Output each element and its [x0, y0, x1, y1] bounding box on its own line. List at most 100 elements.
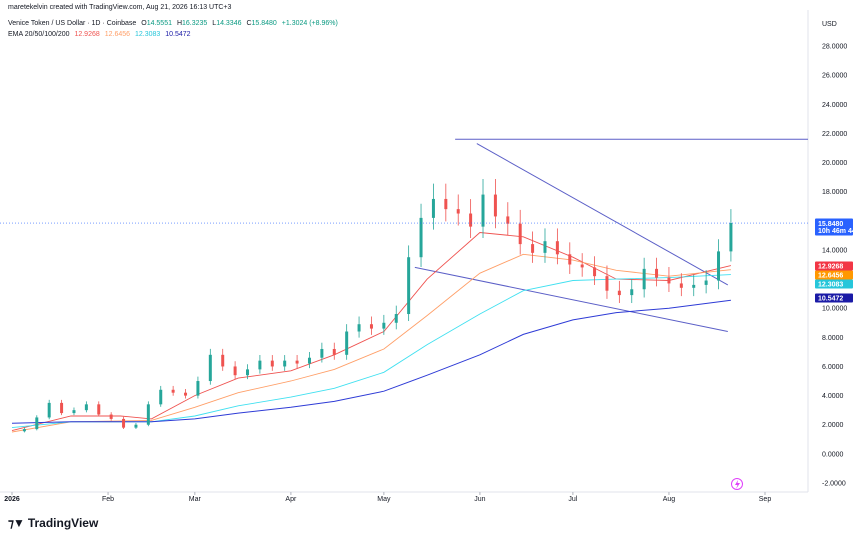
ohlc-close-label: C: [246, 20, 252, 27]
price-tag: [815, 293, 853, 303]
candle-body: [84, 404, 88, 411]
candle-body: [307, 357, 311, 364]
ema-line-ema200: [11, 299, 731, 424]
ohlc-high: 16.3235: [182, 20, 208, 27]
y-tick-label: 18.0000: [822, 189, 847, 196]
candle-body: [184, 392, 188, 396]
candle-body: [717, 251, 721, 281]
ema20-value: 12.9268: [74, 31, 100, 38]
symbol-name: Venice Token / US Dollar · 1D · Coinbase: [8, 20, 137, 27]
candle-body: [729, 223, 733, 252]
price-tag: [815, 270, 853, 280]
candle-body: [704, 280, 708, 285]
ohlc-open: 14.5551: [146, 20, 172, 27]
ohlc-high-label: H: [176, 20, 183, 27]
candle-body: [431, 198, 435, 218]
candle-body: [630, 289, 634, 296]
ema-legend: EMA 20/50/100/200 12.9268 12.6456 12.308…: [8, 30, 194, 39]
lightning-icon[interactable]: [731, 478, 743, 490]
x-tick-label: Apr: [285, 496, 297, 503]
y-tick-label: 22.0000: [822, 131, 847, 138]
candle-body: [555, 241, 559, 255]
candle-body: [469, 213, 473, 227]
candle-body: [605, 276, 609, 291]
candle-body: [642, 268, 646, 290]
drawing-tools[interactable]: [414, 138, 808, 332]
x-tick-label: Jun: [474, 496, 485, 503]
candle-body: [419, 217, 423, 258]
candle-body: [345, 331, 349, 355]
candle-body: [493, 194, 497, 217]
ohlc-change: +1.3024 (+8.96%): [281, 20, 338, 27]
candle-body: [444, 198, 448, 210]
candle-body: [134, 424, 138, 428]
candle-body: [258, 360, 262, 370]
currency-label: USD: [822, 21, 837, 28]
y-tick-label: 4.0000: [822, 393, 844, 400]
price-tag-label: 12.3083: [818, 282, 843, 289]
x-tick-label: Aug: [663, 496, 676, 503]
x-tick-label: 2026: [4, 496, 20, 503]
y-tick-label: 0.0000: [822, 451, 844, 458]
price-tag: [815, 261, 853, 271]
y-tick-label: 10.0000: [822, 306, 847, 313]
candle-body: [233, 366, 237, 376]
trendline[interactable]: [414, 266, 728, 332]
candle-body: [332, 348, 336, 355]
x-tick-label: Sep: [759, 496, 772, 503]
x-tick-label: Jul: [568, 496, 577, 503]
price-tag-label: 10.5472: [818, 296, 843, 303]
trendline[interactable]: [476, 143, 729, 286]
ohlc-open-label: O: [141, 20, 147, 27]
ema-label: EMA 20/50/100/200: [8, 31, 70, 38]
ohlc-close: 15.8480: [251, 20, 277, 27]
ema-line-ema100: [11, 274, 731, 429]
x-axis-ticks: 2026 Feb Mar Apr May Jun Jul Aug Sep: [4, 492, 771, 503]
candles: [0, 179, 808, 433]
price-tag-countdown: 10h 46m 44s: [818, 228, 860, 235]
author-line: maretekelvin created with TradingView.co…: [8, 4, 232, 11]
candle-body: [543, 241, 547, 253]
candle-body: [35, 417, 39, 430]
candle-body: [506, 216, 510, 224]
candle-body: [382, 322, 386, 329]
candle-body: [593, 267, 597, 277]
candle-body: [568, 254, 572, 265]
candle-body: [171, 389, 175, 393]
x-tick-label: May: [377, 496, 391, 503]
price-tag: [815, 218, 853, 236]
candle-body: [692, 284, 696, 288]
candle-body: [283, 360, 287, 367]
candle-body: [481, 194, 485, 227]
price-tag-label: 15.8480: [818, 221, 843, 228]
candle-body: [369, 324, 373, 329]
ema50-value: 12.6456: [104, 31, 131, 38]
y-tick-label: 24.0000: [822, 102, 847, 109]
price-tag-label: 12.9268: [818, 264, 843, 271]
candle-body: [655, 268, 659, 278]
y-tick-label: 26.0000: [822, 73, 847, 80]
candle-body: [47, 402, 51, 418]
candle-body: [679, 283, 683, 288]
candle-body: [531, 244, 535, 253]
candle-body: [122, 418, 126, 428]
ema200-value: 10.5472: [165, 31, 191, 38]
y-tick-label: 8.0000: [822, 335, 844, 342]
candle-body: [246, 369, 250, 376]
y-tick-label: 28.0000: [822, 44, 847, 51]
candle-body: [60, 402, 64, 414]
candle-body: [295, 360, 299, 364]
brand-name: TradingView: [27, 516, 99, 530]
candle-body: [394, 314, 398, 323]
candle-body: [518, 223, 522, 245]
candle-body: [146, 404, 150, 425]
candle-body: [208, 354, 212, 382]
candle-body: [221, 354, 225, 367]
candle-body: [159, 389, 163, 405]
candle-body: [270, 360, 274, 367]
symbol-line: Venice Token / US Dollar · 1D · Coinbase…: [8, 19, 341, 28]
tradingview-logo-icon: ⁊▼: [8, 516, 25, 530]
